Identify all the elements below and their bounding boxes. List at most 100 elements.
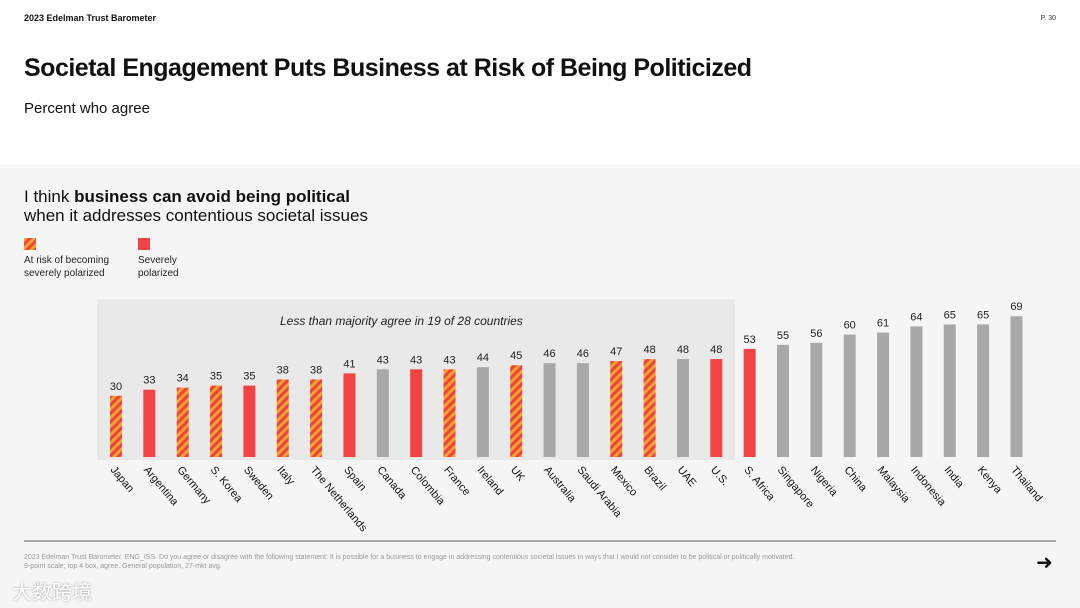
bar-s-africa — [743, 348, 756, 457]
legend-severe: Severely polarized — [138, 238, 179, 280]
category-label: India — [941, 464, 966, 491]
category-label: S. Africa — [741, 464, 777, 504]
bar-singapore — [777, 344, 789, 457]
data-label: 30 — [110, 381, 122, 393]
category-label: Canada — [375, 464, 410, 502]
data-label: 64 — [910, 311, 922, 323]
bar-argentina — [143, 389, 156, 457]
data-label: 69 — [1010, 301, 1022, 313]
footnote-line2: 9-point scale; top 4 box, agree. General… — [24, 563, 222, 570]
legend-swatch-stripe — [24, 238, 36, 250]
page-number: P. 30 — [1040, 15, 1056, 22]
legend-label: At risk of becoming — [24, 255, 110, 266]
bar-indonesia — [910, 326, 923, 457]
data-label: 60 — [844, 320, 856, 332]
data-label: 47 — [610, 346, 622, 358]
question-prefix: I think — [24, 187, 75, 206]
data-label: 46 — [543, 348, 555, 360]
chart-annotation: Less than majority agree in 19 of 28 cou… — [280, 314, 523, 328]
legend-at-risk: At risk of becoming severely polarized — [24, 238, 109, 280]
bar-malaysia — [877, 332, 890, 457]
bar-france — [443, 369, 456, 457]
category-label: Spain — [341, 464, 368, 493]
bar-japan — [110, 395, 122, 457]
data-label: 34 — [177, 373, 189, 385]
bar-ireland — [476, 367, 489, 457]
category-label: UAE — [675, 464, 699, 489]
legend-label: severely polarized — [24, 268, 105, 279]
question-text: I think business can avoid being politic… — [24, 187, 368, 225]
category-label: Japan — [108, 464, 136, 495]
data-label: 35 — [210, 371, 222, 383]
bar-canada — [376, 369, 389, 457]
data-label: 35 — [243, 371, 255, 383]
bar-mexico — [610, 361, 623, 457]
bar-australia — [543, 363, 556, 457]
bar-saudi-arabia — [576, 363, 589, 457]
data-label: 44 — [477, 352, 489, 364]
category-label: UK — [508, 464, 527, 484]
legend-label: polarized — [138, 268, 179, 279]
data-label: 38 — [277, 364, 289, 376]
bar-the-netherlands — [310, 379, 323, 457]
category-label: Sweden — [241, 464, 276, 502]
category-label: S. Korea — [208, 464, 245, 505]
data-label: 46 — [577, 348, 589, 360]
bar-brazil — [643, 359, 656, 457]
category-label: Brazil — [641, 464, 668, 493]
bar-sweden — [243, 385, 256, 457]
data-label: 43 — [410, 354, 422, 366]
data-label: 61 — [877, 318, 889, 330]
footnote-line1: 2023 Edelman Trust Barometer. ENG_ISS. D… — [24, 554, 795, 561]
category-label: Kenya — [975, 464, 1005, 496]
category-label: China — [841, 464, 869, 494]
category-label: Nigeria — [808, 464, 840, 499]
data-label: 55 — [777, 330, 789, 342]
category-label: Malaysia — [875, 464, 913, 506]
footer-divider — [24, 540, 1056, 542]
category-label: U.S. — [708, 464, 731, 488]
page-title: Societal Engagement Puts Business at Ris… — [24, 54, 752, 82]
data-label: 65 — [944, 309, 956, 321]
page-subtitle: Percent who agree — [24, 100, 150, 117]
category-label: France — [441, 464, 472, 498]
bar-italy — [276, 379, 289, 457]
data-label: 43 — [377, 354, 389, 366]
data-label: 48 — [643, 344, 655, 356]
bar-u-s- — [710, 359, 723, 457]
category-label: Ireland — [475, 464, 506, 497]
data-label: 65 — [977, 309, 989, 321]
bar-germany — [176, 387, 189, 457]
category-label: Mexico — [608, 464, 640, 498]
data-label: 56 — [810, 328, 822, 340]
data-label: 33 — [143, 375, 155, 387]
bar-spain — [343, 373, 356, 457]
bar-thailand — [1010, 316, 1023, 457]
bar-uae — [676, 359, 689, 457]
bar-india — [943, 324, 956, 457]
question-bold: business can avoid being political — [74, 187, 350, 206]
category-label: Australia — [541, 464, 578, 505]
watermark: 大数跨境 — [12, 582, 92, 604]
question-line2: when it addresses contentious societal i… — [24, 206, 368, 225]
data-label: 43 — [443, 354, 455, 366]
category-label: Thailand — [1008, 464, 1044, 504]
bar-uk — [510, 365, 523, 457]
bar-kenya — [977, 324, 990, 457]
brand-logo: 2023 Edelman Trust Barometer — [24, 13, 157, 23]
bar-nigeria — [810, 342, 823, 457]
footnote: 2023 Edelman Trust Barometer. ENG_ISS. D… — [24, 553, 964, 571]
legend-swatch-red — [138, 238, 150, 250]
next-arrow-icon[interactable]: ➜ — [1036, 552, 1053, 574]
bar-colombia — [410, 369, 423, 457]
bar-china — [843, 334, 856, 457]
data-label: 45 — [510, 350, 522, 362]
bar-s-korea — [210, 385, 223, 457]
data-label: 53 — [744, 334, 756, 346]
data-label: 38 — [310, 364, 322, 376]
data-label: 41 — [343, 358, 355, 370]
data-label: 48 — [710, 344, 722, 356]
data-label: 48 — [677, 344, 689, 356]
category-label: Italy — [274, 464, 296, 488]
